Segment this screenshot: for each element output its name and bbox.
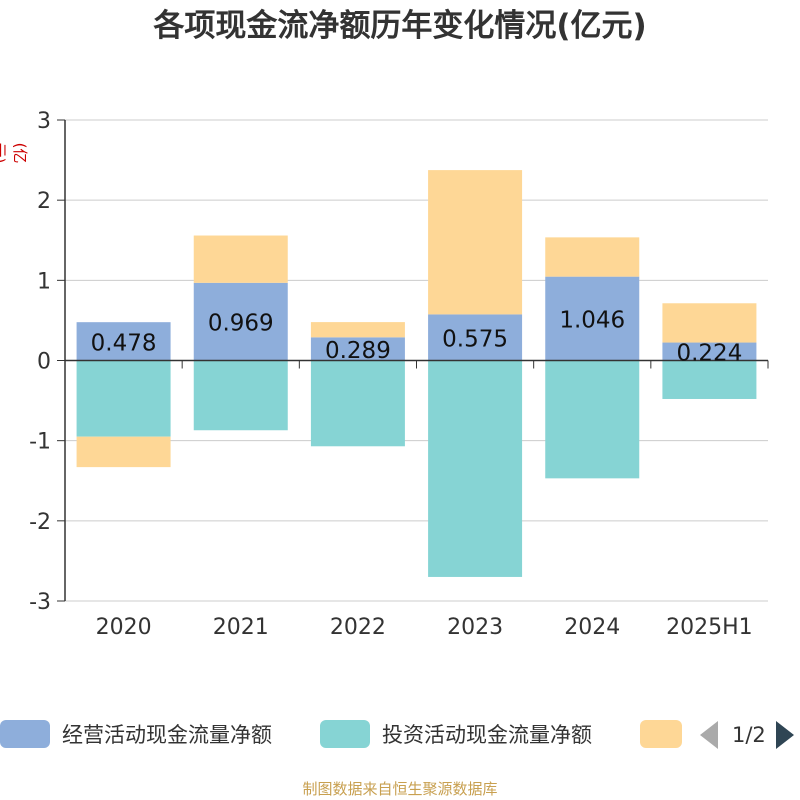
x-tick-label: 2023 [447,615,503,640]
chart-title: 各项现金流净额历年变化情况(亿元) [153,8,647,44]
x-tick-label: 2025H1 [666,615,753,640]
legend-pager: 1/2 [700,720,794,750]
y-tick-label: 3 [37,109,51,134]
legend: 经营活动现金流量净额 投资活动现金流量净额 [0,716,800,756]
legend-label-operating: 经营活动现金流量净额 [62,723,272,747]
bar-2022-series-0 [310,337,405,361]
legend-next-page-icon[interactable] [775,721,794,749]
y-tick-label: 0 [37,350,51,375]
y-tick-label: -2 [29,510,51,535]
legend-item-investing[interactable]: 投资活动现金流量净额 [320,716,592,752]
bar-2021-series-2 [193,235,288,283]
bar-2022-series-2 [310,322,405,338]
x-tick-label: 2020 [96,615,152,640]
bar-2020-series-1 [76,360,171,437]
data-label: 0.575 [442,326,508,352]
bar-2025H1-series-1 [662,360,757,399]
bar-2023-series-2 [428,170,523,315]
bar-2025H1-series-2 [662,303,757,343]
bar-2021-series-1 [193,360,288,431]
data-label: 0.969 [208,311,274,337]
y-tick-label: -3 [29,590,51,615]
bar-2022-series-1 [310,360,405,447]
bar-2023-series-0 [428,314,523,361]
legend-page-indicator: 1/2 [732,723,766,747]
y-tick-label: 2 [37,189,51,214]
legend-label-investing: 投资活动现金流量净额 [382,723,592,747]
data-label: 0.478 [91,330,157,356]
bar-2020-series-2 [76,436,171,468]
x-tick-label: 2021 [213,615,269,640]
x-tick-label: 2022 [330,615,386,640]
data-source-note: 制图数据来自恒生聚源数据库 [302,780,498,798]
bar-2024-series-1 [545,360,640,479]
legend-prev-page-icon[interactable] [700,721,718,749]
x-tick-label: 2024 [564,615,620,640]
data-label: 1.046 [559,308,625,334]
bar-2021-series-0 [193,282,288,361]
data-label: 0.224 [676,341,742,367]
y-tick-label: 1 [37,269,51,294]
bar-2024-series-0 [545,276,640,361]
legend-item-operating[interactable]: 经营活动现金流量净额 [0,716,272,752]
bar-chart: 3 2 1 0 -1 -2 -3 2020 2021 2022 2023 2024 2025H1 0.47… [29,109,769,640]
legend-item-third[interactable] [640,716,682,752]
y-tick-label: -1 [29,430,51,455]
legend-swatch-investing [320,720,370,748]
bar-2024-series-2 [545,237,640,277]
legend-swatch-operating [0,720,50,748]
bar-2020-series-0 [76,322,171,361]
bar-2025H1-series-0 [662,342,757,361]
legend-swatch-third [640,720,682,748]
data-label: 0.289 [325,338,391,364]
bar-2023-series-1 [428,360,523,577]
